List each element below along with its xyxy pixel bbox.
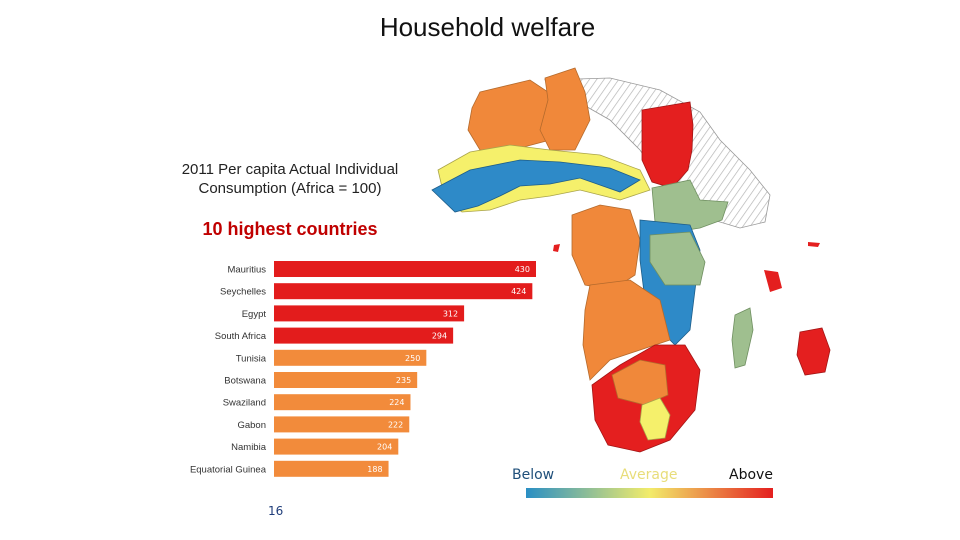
value-label: 204 [377, 443, 392, 452]
bar-south-africa [274, 327, 454, 344]
slide-title: Household welfare [379, 12, 596, 42]
value-label: 188 [367, 465, 382, 474]
value-label: 250 [405, 354, 420, 363]
bar-egypt [274, 305, 465, 322]
map-region-blue-west [431, 159, 641, 213]
category-label: Tunisia [236, 353, 267, 364]
map-region-orange-central [571, 204, 641, 291]
category-label: Botswana [224, 376, 266, 387]
category-label: Seychelles [220, 287, 266, 298]
category-label: Namibia [231, 442, 267, 453]
page-number: 16 [268, 504, 284, 518]
legend-label-below: Below [512, 467, 555, 483]
map-region-yellow-lesotho [639, 397, 671, 441]
legend-color-gradient [526, 488, 773, 498]
value-label: 312 [443, 309, 458, 318]
category-label: Mauritius [227, 265, 266, 276]
category-label: Swaziland [223, 398, 266, 409]
map-region-red-seychelles [764, 270, 782, 292]
legend-label-average: Average [620, 467, 678, 483]
category-label: Egypt [242, 309, 267, 320]
map-region-orange-south [582, 279, 671, 381]
chart-subtitle: 2011 Per capita Actual Individual Consum… [181, 161, 399, 197]
map-region-orange-northwest [467, 79, 561, 151]
map-region-red-egypt [641, 101, 694, 189]
map-region-orange-botswana [611, 359, 669, 406]
category-label: Gabon [237, 420, 266, 431]
map-region-red-island-2 [553, 244, 560, 252]
map-region-green-madagascar [731, 307, 754, 369]
legend-label-above: Above [729, 467, 773, 483]
value-label: 222 [388, 420, 403, 429]
bar-gabon [274, 416, 410, 433]
map-region-red-mauritius [796, 327, 831, 376]
value-label: 235 [396, 376, 411, 385]
bar-botswana [274, 372, 418, 388]
value-label: 424 [511, 287, 526, 296]
value-label: 294 [432, 332, 447, 341]
map-region-orange-north [539, 67, 591, 151]
map-region-red-island [808, 242, 820, 247]
chart-heading: 10 highest countries [202, 219, 378, 239]
bar-equatorial-guinea [274, 460, 389, 477]
category-label: Equatorial Guinea [190, 464, 267, 475]
bar-namibia [274, 438, 399, 455]
bar-swaziland [274, 394, 411, 411]
value-label: 224 [389, 398, 404, 407]
value-label: 430 [515, 265, 530, 274]
category-label: South Africa [215, 331, 267, 342]
map-region-green-east [649, 231, 706, 286]
bar-seychelles [274, 283, 533, 300]
bar-mauritius [274, 261, 536, 277]
bar-tunisia [274, 349, 427, 366]
